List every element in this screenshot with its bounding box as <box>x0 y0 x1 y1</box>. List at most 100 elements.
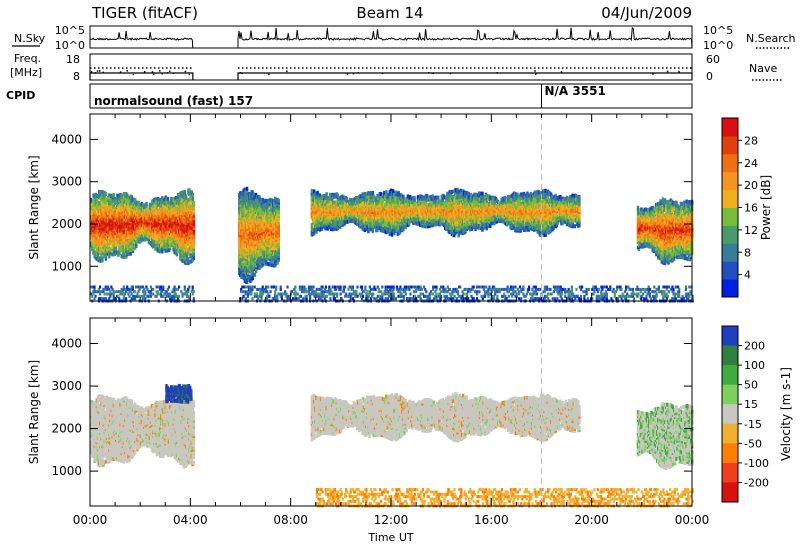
nave-dot <box>534 70 536 72</box>
cpid-panel-frame <box>89 83 693 109</box>
echo-cell <box>191 192 194 197</box>
echo-cell <box>253 272 257 277</box>
echo-cell <box>259 264 262 269</box>
echo-cell <box>122 195 126 200</box>
echo-cell <box>383 191 386 195</box>
echo-cell <box>268 262 271 267</box>
echo-cell <box>443 222 447 227</box>
echo-cell <box>334 194 337 199</box>
echo-cell <box>181 243 184 248</box>
echo-cell <box>413 196 416 201</box>
echo-cell <box>259 218 262 223</box>
echo-cell <box>381 200 385 205</box>
echo-cell <box>319 196 323 201</box>
echo-cell <box>390 232 394 237</box>
echo-cell <box>92 199 95 204</box>
nave-dot <box>449 72 452 75</box>
echo-cell <box>277 244 280 249</box>
echo-cell <box>181 197 184 202</box>
echo-cell <box>404 225 407 229</box>
echo-cell <box>397 191 400 196</box>
echo-cell <box>103 194 106 199</box>
echo-cell <box>326 196 329 201</box>
echo-cell <box>185 213 189 218</box>
echo-cell <box>354 196 358 200</box>
echo-cell <box>141 237 145 242</box>
echo-cell <box>183 190 187 195</box>
echo-cell <box>325 192 328 197</box>
echo-cell <box>254 208 258 213</box>
echo-cell <box>122 209 126 214</box>
echo-cell <box>329 227 333 232</box>
echo-cell <box>101 258 104 263</box>
nave-dot <box>560 71 563 73</box>
echo-cell <box>176 192 180 197</box>
nave-dot <box>188 73 191 76</box>
echo-cell <box>334 217 337 222</box>
echo-cell <box>157 197 161 202</box>
echo-cell <box>243 187 246 192</box>
echo-cell <box>141 224 145 229</box>
echo-cell <box>181 258 184 263</box>
echo-cell <box>187 257 190 262</box>
nave-dot <box>96 70 99 72</box>
echo-cell <box>311 192 315 196</box>
echo-cell <box>392 189 395 194</box>
freq-trace-1 <box>89 72 194 80</box>
nave-dot <box>535 73 537 75</box>
noise-trace-2 <box>237 26 693 49</box>
echo-cell <box>443 225 447 230</box>
echo-cell <box>373 196 377 201</box>
echo-cell <box>122 241 126 246</box>
noise-panel-frame <box>89 25 693 49</box>
nave-dot <box>153 73 155 76</box>
echo-cell <box>277 198 280 203</box>
echo-cell <box>250 273 253 278</box>
echo-cell <box>251 190 254 195</box>
echo-cell <box>270 263 274 268</box>
echo-cell <box>369 191 372 196</box>
echo-cell <box>137 201 140 205</box>
echo-cell <box>181 194 184 199</box>
echo-cell <box>349 197 352 202</box>
echo-cell <box>147 211 150 216</box>
echo-cell <box>146 208 149 213</box>
echo-cell <box>95 193 98 198</box>
nave-dot <box>132 73 135 76</box>
nave-dot <box>239 72 242 74</box>
echo-cell <box>334 207 337 212</box>
echo-cell <box>324 226 327 231</box>
echo-cell <box>130 218 133 222</box>
echo-cell <box>443 195 447 200</box>
echo-cell <box>359 194 362 199</box>
echo-cell <box>386 200 389 205</box>
echo-cell <box>188 188 191 193</box>
echo-cell <box>252 192 256 197</box>
echo-cell <box>245 186 249 191</box>
nave-dot <box>427 72 430 74</box>
echo-cell <box>345 197 349 202</box>
echo-cell <box>93 250 96 255</box>
echo-cell <box>443 201 447 206</box>
echo-cell <box>408 195 412 199</box>
echo-cell <box>379 195 382 200</box>
echo-cell <box>266 204 269 209</box>
echo-cell <box>141 209 145 213</box>
power-panel-data <box>90 186 694 303</box>
echo-cell <box>192 214 196 219</box>
echo-cell <box>192 206 196 211</box>
echo-cell <box>109 251 112 256</box>
nave-dot <box>102 71 104 74</box>
nave-dot <box>678 71 680 73</box>
echo-cell <box>254 223 258 228</box>
echo-cell <box>334 204 337 208</box>
echo-cell <box>145 201 148 206</box>
nave-dot <box>161 73 163 75</box>
echo-cell <box>252 200 256 205</box>
echo-cell <box>313 189 316 194</box>
echo-cell <box>343 219 346 224</box>
echo-cell <box>259 197 262 202</box>
nave-dot <box>432 72 434 74</box>
echo-cell <box>369 223 372 228</box>
